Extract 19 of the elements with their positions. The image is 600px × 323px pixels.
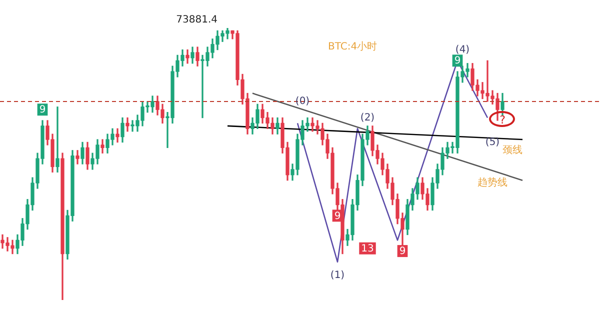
annotation: 9	[399, 246, 406, 258]
annotation: 趋势线	[478, 176, 508, 189]
annotation: (5)	[485, 136, 500, 148]
annotation: (4)	[455, 44, 470, 56]
annotation: 13	[361, 243, 374, 254]
annotation: 9	[39, 104, 46, 116]
text: 73881.4	[176, 14, 218, 26]
annotation: 9	[454, 56, 461, 67]
candlestick	[116, 128, 120, 143]
candlestick	[56, 106, 60, 172]
annotation: (1)	[330, 270, 345, 282]
annotation: (0)	[295, 96, 310, 108]
annotation: 颈线	[502, 144, 522, 156]
annotation: BTC:4小时	[328, 40, 378, 53]
annotation: 9	[334, 210, 341, 222]
annotation: ?	[500, 113, 506, 126]
candlestick	[76, 150, 80, 164]
candlestick	[100, 139, 104, 154]
annotation: (2)	[360, 112, 375, 124]
